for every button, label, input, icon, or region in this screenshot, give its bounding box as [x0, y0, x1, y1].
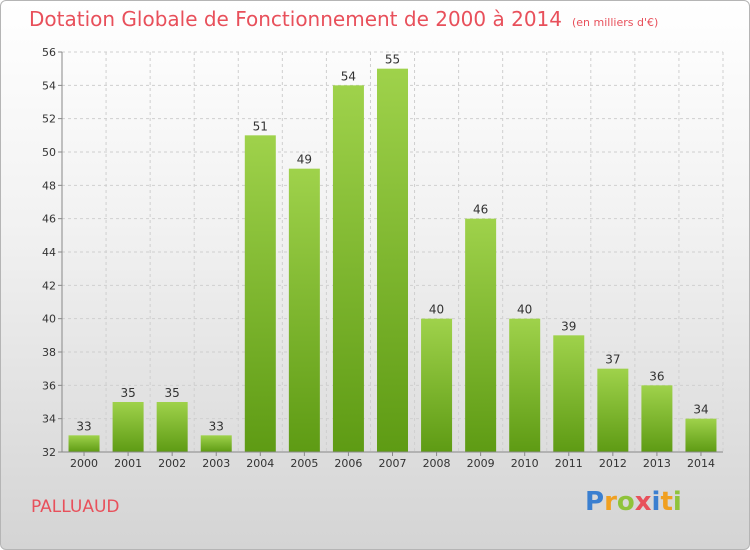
- bar-2011: [553, 335, 585, 452]
- bar-2008: [421, 318, 453, 452]
- y-tick-label: 36: [42, 379, 56, 392]
- logo-letter: r: [604, 487, 617, 517]
- value-label: 34: [693, 403, 708, 417]
- proxiti-logo: Proxiti: [585, 487, 682, 517]
- y-tick-label: 34: [42, 413, 56, 426]
- value-label: 40: [517, 303, 532, 317]
- value-label: 40: [429, 303, 444, 317]
- bar-2005: [288, 168, 320, 452]
- y-tick-label: 32: [42, 446, 56, 459]
- logo-letter: x: [634, 487, 652, 517]
- logo-letter: o: [616, 487, 635, 517]
- value-label: 35: [120, 386, 135, 400]
- x-tick-label: 2014: [687, 457, 715, 470]
- y-tick-label: 40: [42, 313, 56, 326]
- y-tick-label: 56: [42, 46, 56, 59]
- x-tick-label: 2005: [290, 457, 318, 470]
- x-tick-label: 2011: [555, 457, 583, 470]
- value-label: 54: [341, 69, 356, 83]
- bar-2000: [68, 435, 100, 452]
- axes: 32 34 36 38 40 42 44 46 48 50 52 54 56 2000 2001 2002 20…: [42, 46, 723, 470]
- logo-letter: i: [672, 487, 682, 517]
- bar-2001: [112, 402, 144, 452]
- bar-2002: [156, 402, 188, 452]
- logo-letter: P: [585, 487, 605, 517]
- x-tick-label: 2001: [114, 457, 142, 470]
- y-tick-label: 44: [42, 246, 56, 259]
- value-label: 33: [209, 419, 224, 433]
- bar-2007: [377, 68, 408, 453]
- bar-2012: [597, 368, 629, 452]
- y-tick-label: 54: [42, 79, 56, 92]
- value-label: 33: [76, 419, 91, 433]
- x-tick-label: 2006: [334, 457, 362, 470]
- value-label: 36: [649, 369, 664, 383]
- value-label: 35: [165, 386, 180, 400]
- value-label: 46: [473, 203, 488, 217]
- x-tick-label: 2002: [158, 457, 186, 470]
- chart-title-unit: (en milliers d'€): [572, 16, 659, 29]
- x-tick-label: 2009: [467, 457, 495, 470]
- value-label: 39: [561, 319, 576, 333]
- commune-name: PALLUAUD: [31, 497, 120, 517]
- x-tick-label: 2012: [599, 457, 627, 470]
- bar-2014: [685, 418, 717, 452]
- logo-letter: i: [651, 487, 661, 517]
- bar-2009: [465, 218, 497, 452]
- bar-2013: [641, 385, 673, 452]
- y-tick-label: 48: [42, 179, 56, 192]
- value-label: 55: [385, 53, 400, 67]
- chart-title: Dotation Globale de Fonctionnement de 20…: [29, 7, 658, 31]
- y-tick-label: 42: [42, 279, 56, 292]
- bars: [68, 68, 717, 453]
- y-tick-label: 50: [42, 146, 56, 159]
- value-label: 37: [605, 353, 620, 367]
- x-tick-label: 2004: [246, 457, 274, 470]
- value-labels: 33 35 35 33 51 49 54 55 40 46 40 39 37 36 34: [76, 53, 708, 434]
- bar-2003: [200, 435, 232, 452]
- x-tick-label: 2010: [511, 457, 539, 470]
- value-label: 51: [253, 119, 268, 133]
- bar-2004: [244, 135, 276, 453]
- bar-2006: [332, 85, 364, 452]
- chart-title-main: Dotation Globale de Fonctionnement de 20…: [29, 7, 562, 31]
- y-tick-label: 46: [42, 213, 56, 226]
- x-tick-label: 2003: [202, 457, 230, 470]
- x-tick-label: 2008: [423, 457, 451, 470]
- logo-letter: t: [660, 487, 673, 517]
- bar-2010: [509, 318, 541, 452]
- value-label: 49: [297, 153, 312, 167]
- y-tick-label: 38: [42, 346, 56, 359]
- x-tick-label: 2007: [379, 457, 407, 470]
- y-tick-label: 52: [42, 113, 56, 126]
- x-tick-label: 2013: [643, 457, 671, 470]
- x-tick-label: 2000: [70, 457, 98, 470]
